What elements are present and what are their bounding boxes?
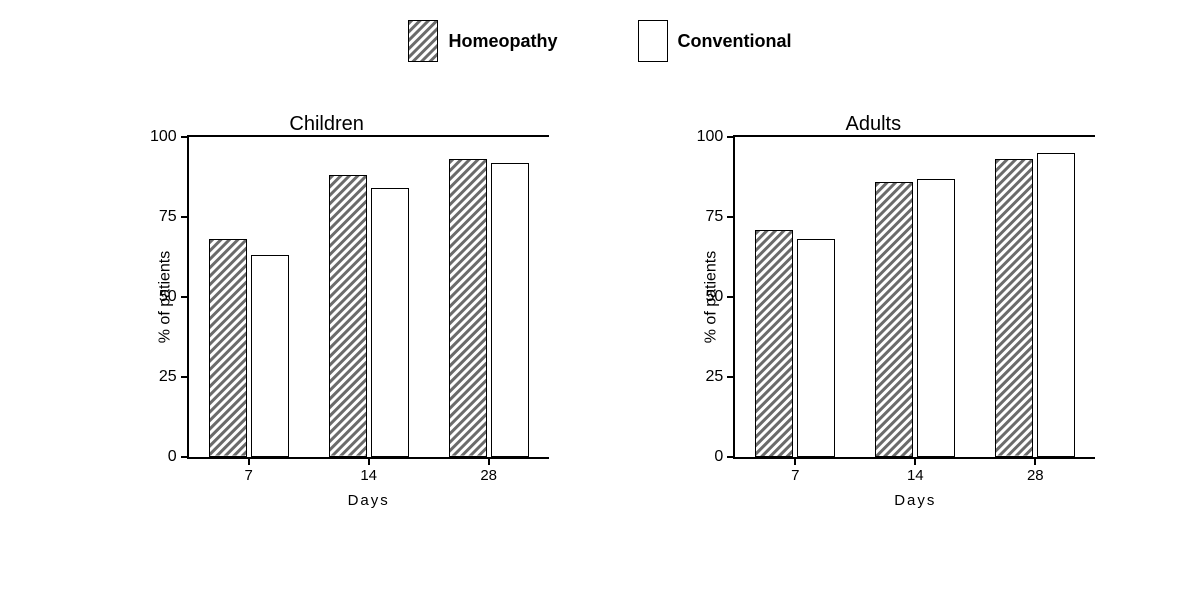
bar-conventional [491,163,529,457]
y-tick-label: 25 [683,368,735,386]
bar-homeopathy [209,239,247,457]
x-tick-label: 14 [360,457,377,484]
y-tick-label: 75 [137,208,189,226]
y-tick-label: 75 [683,208,735,226]
chart-adults: Adults0255075100% of patientsDays71428 [653,115,1093,455]
bar-conventional [371,188,409,457]
bar-conventional [797,239,835,457]
legend-label-conventional: Conventional [678,31,792,52]
bar-homeopathy [329,175,367,457]
legend-swatch-white [638,20,668,62]
bar-conventional [917,179,955,457]
legend-item-homeopathy: Homeopathy [408,20,557,62]
chart-children: Children0255075100% of patientsDays71428 [107,115,547,455]
legend-label-homeopathy: Homeopathy [448,31,557,52]
y-tick-label: 25 [137,368,189,386]
x-tick-label: 14 [907,457,924,484]
plot-area: 0255075100% of patientsDays71428 [733,135,1095,459]
plot-area: 0255075100% of patientsDays71428 [187,135,549,459]
legend: Homeopathy Conventional [0,20,1200,62]
x-tick-label: 28 [1027,457,1044,484]
bar-homeopathy [449,159,487,457]
charts-row: Children0255075100% of patientsDays71428… [0,115,1200,455]
legend-item-conventional: Conventional [638,20,792,62]
x-tick-label: 28 [480,457,497,484]
legend-swatch-hatch [408,20,438,62]
y-tick-label: 0 [137,448,189,466]
bar-homeopathy [755,230,793,457]
x-tick-label: 7 [244,457,252,484]
bar-conventional [251,255,289,457]
y-axis-label: % of patients [156,251,174,344]
bar-conventional [1037,153,1075,457]
bar-homeopathy [995,159,1033,457]
y-tick-label: 0 [683,448,735,466]
x-tick-label: 7 [791,457,799,484]
bar-homeopathy [875,182,913,457]
y-tick-label: 100 [137,128,189,146]
y-tick-label: 100 [683,128,735,146]
y-axis-label: % of patients [703,251,721,344]
